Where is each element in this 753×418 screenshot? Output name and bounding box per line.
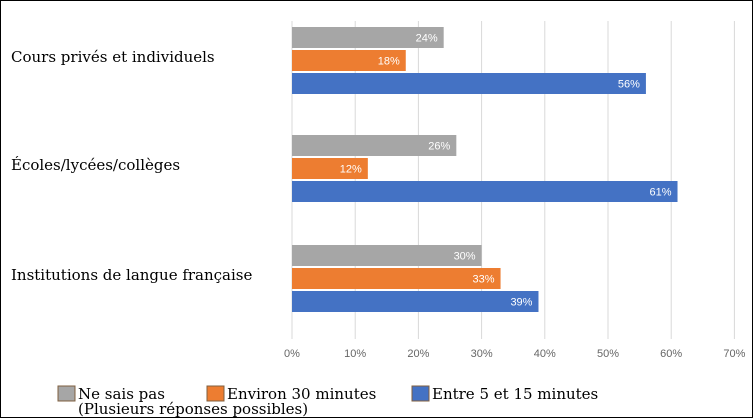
bar <box>292 135 457 156</box>
x-tick-label: 0% <box>284 348 300 360</box>
bar <box>292 27 444 48</box>
x-tick-label: 30% <box>471 348 493 360</box>
bars: 24% 18% 56% 26% 12% 61% 30% 33% 39% <box>292 27 678 312</box>
legend-swatch <box>57 385 76 402</box>
x-tick-label: 20% <box>407 348 429 360</box>
chart-note: (Plusieurs réponses possibles) <box>78 400 308 417</box>
bar-data-label: 18% <box>378 56 400 68</box>
bar-data-label: 39% <box>510 297 532 309</box>
x-tick-label: 40% <box>534 348 556 360</box>
legend-swatch <box>411 385 430 402</box>
category-label: Écoles/lycées/collèges <box>11 156 180 174</box>
category-label: Institutions de langue française <box>11 266 253 284</box>
category-labels: Cours privés et individuels Écoles/lycées… <box>11 48 253 284</box>
bar <box>292 50 406 71</box>
bar <box>292 73 646 94</box>
x-tick-label: 70% <box>723 348 745 360</box>
x-axis-ticks: 0% 10% 20% 30% 40% 50% 60% 70% <box>284 348 746 360</box>
bar-data-label: 26% <box>428 141 450 153</box>
legend-entry: Environ 30 minutes <box>227 385 376 403</box>
bar-data-label: 33% <box>473 274 495 286</box>
legend-entry: Ne sais pas <box>78 385 165 403</box>
category-label: Cours privés et individuels <box>11 48 215 66</box>
bar <box>292 291 539 312</box>
x-tick-label: 10% <box>344 348 366 360</box>
bar-data-label: 61% <box>649 187 671 199</box>
legend: Ne sais pas Environ 30 minutes Entre 5 et … <box>57 385 598 417</box>
bar <box>292 268 501 289</box>
bar <box>292 245 482 266</box>
x-tick-label: 60% <box>660 348 682 360</box>
bar-data-label: 30% <box>454 251 476 263</box>
bar-data-label: 24% <box>416 33 438 45</box>
bar-data-label: 12% <box>340 164 362 176</box>
bar <box>292 181 678 202</box>
legend-swatch <box>206 385 225 402</box>
bar-data-label: 56% <box>618 79 640 91</box>
x-tick-label: 50% <box>597 348 619 360</box>
bar <box>292 158 368 179</box>
legend-entry: Entre 5 et 15 minutes <box>432 385 598 403</box>
